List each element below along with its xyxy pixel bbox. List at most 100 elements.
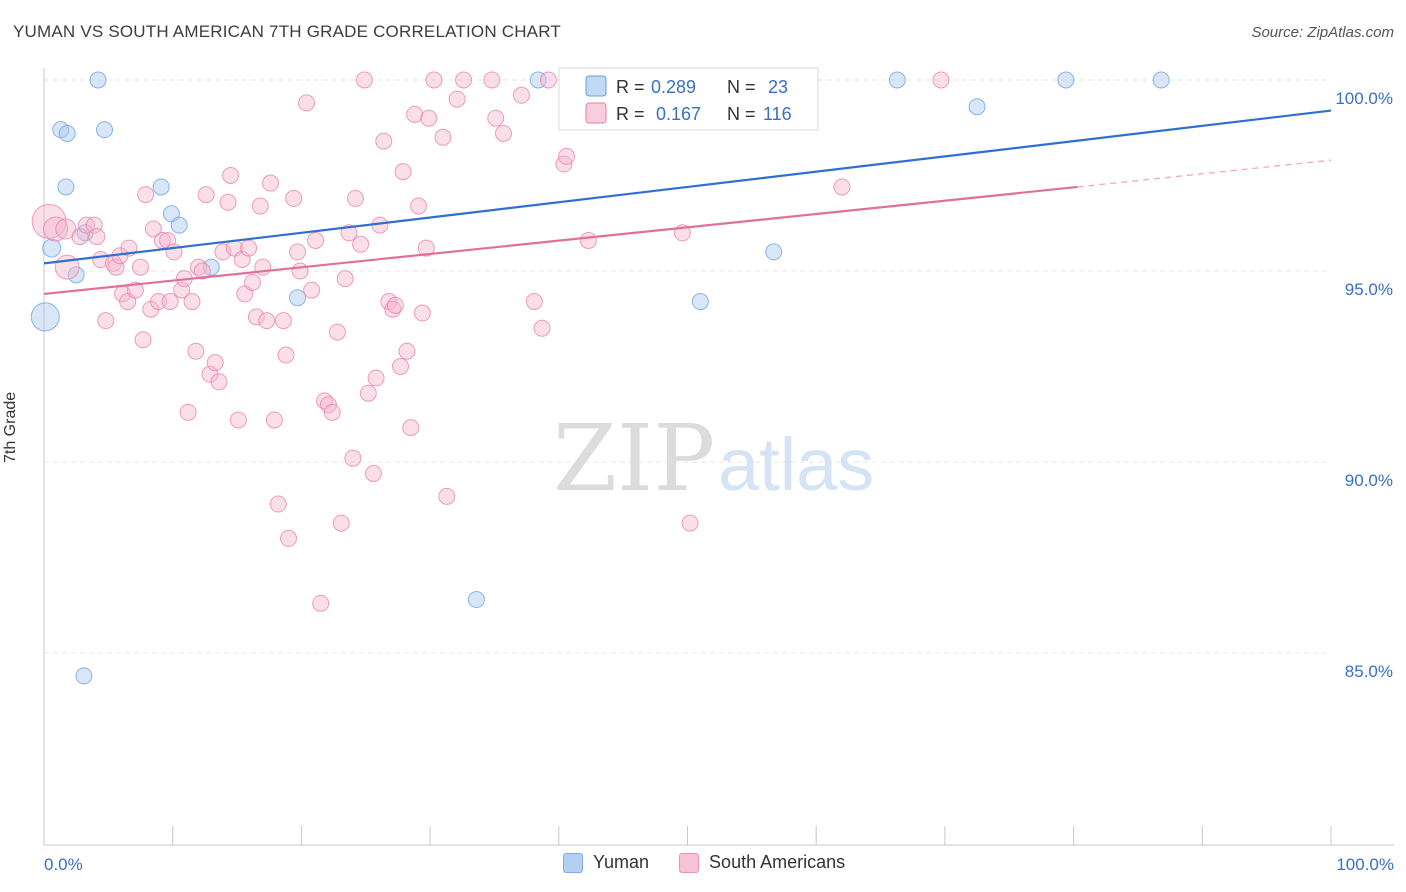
point-south-americans[interactable] xyxy=(932,71,950,89)
point-south-americans[interactable] xyxy=(206,354,224,372)
point-south-americans[interactable] xyxy=(494,124,512,142)
point-south-americans[interactable] xyxy=(434,128,452,146)
point-south-americans[interactable] xyxy=(681,514,699,532)
point-south-americans[interactable] xyxy=(243,273,261,291)
point-yuman[interactable] xyxy=(529,71,547,89)
point-yuman[interactable] xyxy=(691,293,709,311)
point-south-americans[interactable] xyxy=(375,132,393,150)
point-south-americans[interactable] xyxy=(420,109,438,127)
point-south-americans[interactable] xyxy=(312,594,330,612)
point-south-americans[interactable] xyxy=(132,258,150,276)
legend-item-yuman[interactable]: Yuman xyxy=(563,852,649,873)
point-south-americans[interactable] xyxy=(222,167,240,184)
point-south-americans[interactable] xyxy=(448,90,466,108)
point-yuman[interactable] xyxy=(170,216,188,234)
point-south-americans[interactable] xyxy=(240,239,258,257)
point-south-americans[interactable] xyxy=(247,308,265,326)
point-south-americans[interactable] xyxy=(525,293,543,311)
point-south-americans[interactable] xyxy=(402,419,420,437)
point-south-americans[interactable] xyxy=(137,186,155,204)
point-yuman[interactable] xyxy=(765,243,783,261)
point-south-americans[interactable] xyxy=(197,186,215,204)
point-south-americans[interactable] xyxy=(307,231,325,249)
point-south-americans[interactable] xyxy=(291,262,309,280)
point-south-americans[interactable] xyxy=(187,342,205,360)
point-yuman[interactable] xyxy=(57,178,75,196)
point-south-americans[interactable] xyxy=(833,178,851,196)
point-south-americans[interactable] xyxy=(319,396,337,414)
point-yuman[interactable] xyxy=(1152,71,1170,89)
point-south-americans[interactable] xyxy=(328,323,346,341)
point-south-americans[interactable] xyxy=(352,235,370,253)
point-south-americans[interactable] xyxy=(579,231,597,249)
point-south-americans[interactable] xyxy=(336,270,354,288)
point-south-americans[interactable] xyxy=(107,258,125,276)
point-south-americans[interactable] xyxy=(355,71,373,89)
point-south-americans[interactable] xyxy=(55,218,77,240)
point-south-americans[interactable] xyxy=(533,319,551,337)
point-south-americans[interactable] xyxy=(193,262,211,280)
point-yuman[interactable] xyxy=(58,124,76,142)
point-yuman[interactable] xyxy=(202,258,220,276)
point-yuman[interactable] xyxy=(30,302,60,332)
point-south-americans[interactable] xyxy=(258,312,276,330)
point-south-americans[interactable] xyxy=(406,105,424,123)
point-south-americans[interactable] xyxy=(269,495,287,513)
point-south-americans[interactable] xyxy=(340,224,358,242)
point-south-americans[interactable] xyxy=(512,86,530,104)
point-south-americans[interactable] xyxy=(97,312,115,330)
point-south-americans[interactable] xyxy=(134,331,152,349)
point-south-americans[interactable] xyxy=(262,174,280,192)
point-south-americans[interactable] xyxy=(323,403,341,421)
point-south-americans[interactable] xyxy=(438,487,456,505)
point-yuman[interactable] xyxy=(42,238,62,258)
point-south-americans[interactable] xyxy=(425,71,443,89)
point-south-americans[interactable] xyxy=(280,529,298,547)
point-yuman[interactable] xyxy=(75,667,93,685)
point-south-americans[interactable] xyxy=(455,71,473,89)
point-yuman[interactable] xyxy=(467,591,485,609)
point-south-americans[interactable] xyxy=(359,384,377,402)
point-south-americans[interactable] xyxy=(332,514,350,532)
legend-item-south-americans[interactable]: South Americans xyxy=(679,852,845,873)
point-south-americans[interactable] xyxy=(367,369,385,387)
point-south-americans[interactable] xyxy=(487,109,505,127)
point-south-americans[interactable] xyxy=(413,304,431,322)
point-yuman[interactable] xyxy=(95,121,113,139)
point-south-americans[interactable] xyxy=(183,293,201,311)
point-south-americans[interactable] xyxy=(161,293,179,311)
point-south-americans[interactable] xyxy=(150,293,168,311)
point-south-americans[interactable] xyxy=(483,71,501,89)
point-south-americans[interactable] xyxy=(394,163,412,181)
point-south-americans[interactable] xyxy=(251,197,269,215)
point-yuman[interactable] xyxy=(289,289,307,307)
point-south-americans[interactable] xyxy=(303,281,321,299)
point-south-americans[interactable] xyxy=(144,220,162,238)
point-south-americans[interactable] xyxy=(346,189,364,207)
point-south-americans[interactable] xyxy=(274,312,292,330)
point-south-americans[interactable] xyxy=(210,373,228,391)
point-yuman[interactable] xyxy=(888,71,906,89)
point-south-americans[interactable] xyxy=(410,197,428,215)
point-south-americans[interactable] xyxy=(298,94,316,112)
point-south-americans[interactable] xyxy=(88,228,106,246)
point-south-americans[interactable] xyxy=(417,239,435,257)
point-yuman[interactable] xyxy=(152,178,170,196)
point-yuman[interactable] xyxy=(89,71,107,89)
point-south-americans[interactable] xyxy=(540,71,558,89)
point-south-americans[interactable] xyxy=(277,346,295,364)
point-south-americans[interactable] xyxy=(398,342,416,360)
point-south-americans[interactable] xyxy=(391,358,409,375)
point-south-americans[interactable] xyxy=(285,189,303,207)
point-south-americans[interactable] xyxy=(219,193,237,211)
point-south-americans[interactable] xyxy=(386,296,404,314)
point-yuman[interactable] xyxy=(968,98,986,116)
point-south-americans[interactable] xyxy=(229,411,247,429)
point-south-americans[interactable] xyxy=(558,147,576,165)
point-south-americans[interactable] xyxy=(179,403,197,421)
point-south-americans[interactable] xyxy=(344,449,362,467)
point-yuman[interactable] xyxy=(1057,71,1075,89)
point-south-americans[interactable] xyxy=(364,464,382,482)
point-south-americans[interactable] xyxy=(289,243,307,261)
point-south-americans[interactable] xyxy=(31,203,67,239)
